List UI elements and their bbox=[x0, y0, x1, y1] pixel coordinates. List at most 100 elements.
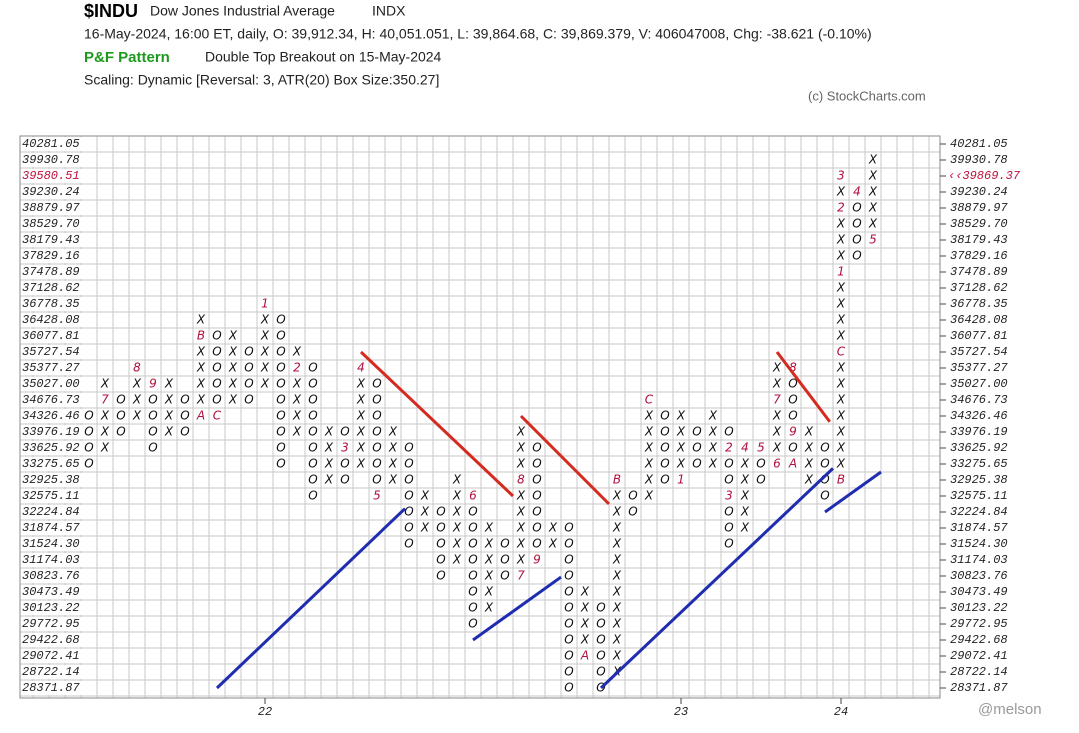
x-box: X bbox=[868, 169, 878, 183]
o-box: O bbox=[500, 553, 509, 567]
o-box: O bbox=[276, 425, 285, 439]
x-box: X bbox=[836, 441, 846, 455]
x-box: X bbox=[836, 377, 846, 391]
o-box: O bbox=[436, 569, 445, 583]
x-box: X bbox=[228, 329, 238, 343]
x-box: X bbox=[196, 393, 206, 407]
o-box: O bbox=[468, 585, 477, 599]
plot-frame bbox=[19, 135, 941, 699]
o-box: O bbox=[820, 457, 829, 471]
trend-line bbox=[824, 470, 882, 514]
y-label-bg bbox=[21, 649, 85, 663]
x-box: X bbox=[740, 505, 750, 519]
o-box: O bbox=[532, 441, 541, 455]
o-box: O bbox=[852, 233, 861, 247]
o-box: O bbox=[372, 457, 381, 471]
x-box: X bbox=[772, 361, 782, 375]
x-box: X bbox=[836, 185, 846, 199]
y-tick-label: 39230.24 bbox=[22, 185, 80, 199]
o-box: O bbox=[148, 425, 157, 439]
o-box: O bbox=[276, 457, 285, 471]
o-box: O bbox=[404, 537, 413, 551]
x-box: X bbox=[484, 553, 494, 567]
x-box: X bbox=[644, 425, 654, 439]
o-box: O bbox=[84, 457, 93, 471]
o-box: O bbox=[404, 457, 413, 471]
o-box: O bbox=[532, 457, 541, 471]
o-box: O bbox=[468, 601, 477, 615]
o-box: O bbox=[468, 569, 477, 583]
o-box: O bbox=[532, 505, 541, 519]
x-box: X bbox=[836, 425, 846, 439]
x-box: X bbox=[484, 585, 494, 599]
y-label-bg bbox=[21, 169, 85, 183]
x-box: X bbox=[868, 153, 878, 167]
y-label-bg bbox=[21, 153, 85, 167]
x-box: X bbox=[836, 393, 846, 407]
month-marker: 3 bbox=[837, 169, 845, 183]
x-box: X bbox=[356, 425, 366, 439]
x-box: X bbox=[324, 473, 334, 487]
x-box: X bbox=[516, 425, 526, 439]
month-marker: B bbox=[197, 329, 205, 343]
o-box: O bbox=[564, 553, 573, 567]
o-box: O bbox=[436, 505, 445, 519]
o-box: O bbox=[308, 377, 317, 391]
o-box: O bbox=[532, 489, 541, 503]
o-box: O bbox=[212, 329, 221, 343]
x-box: X bbox=[772, 409, 782, 423]
o-box: O bbox=[532, 537, 541, 551]
y-tick-label-right: 37478.89 bbox=[950, 265, 1008, 279]
month-marker: B bbox=[837, 473, 845, 487]
x-box: X bbox=[516, 457, 526, 471]
y-tick-label-right: 39930.78 bbox=[950, 153, 1008, 167]
o-box: O bbox=[724, 521, 733, 535]
scaling: Scaling: Dynamic [Reversal: 3, ATR(20) B… bbox=[84, 72, 439, 88]
trend-line bbox=[215, 507, 407, 690]
y-tick-label: 40281.05 bbox=[22, 137, 80, 151]
y-label-bg bbox=[21, 473, 85, 487]
o-box: O bbox=[660, 457, 669, 471]
y-label-bg bbox=[21, 409, 85, 423]
y-tick-label: 37478.89 bbox=[22, 265, 80, 279]
y-label-bg bbox=[21, 297, 85, 311]
x-box: X bbox=[804, 473, 814, 487]
x-tick-label: 22 bbox=[258, 705, 272, 719]
month-marker: A bbox=[580, 649, 589, 663]
x-box: X bbox=[420, 489, 430, 503]
x-box: X bbox=[260, 313, 270, 327]
o-box: O bbox=[500, 537, 509, 551]
x-box: X bbox=[292, 409, 302, 423]
o-box: O bbox=[404, 505, 413, 519]
month-marker: C bbox=[837, 345, 846, 359]
o-box: O bbox=[84, 425, 93, 439]
month-marker: 1 bbox=[261, 297, 269, 311]
o-box: O bbox=[148, 393, 157, 407]
o-box: O bbox=[212, 361, 221, 375]
o-box: O bbox=[564, 537, 573, 551]
y-label-bg bbox=[21, 345, 85, 359]
x-box: X bbox=[196, 377, 206, 391]
x-box: X bbox=[804, 425, 814, 439]
x-box: X bbox=[548, 537, 558, 551]
x-box: X bbox=[228, 345, 238, 359]
y-tick-label: 30473.49 bbox=[22, 585, 80, 599]
x-box: X bbox=[100, 425, 110, 439]
y-label-bg bbox=[21, 377, 85, 391]
y-tick-label: 36778.35 bbox=[22, 297, 80, 311]
month-marker: A bbox=[196, 409, 205, 423]
o-box: O bbox=[372, 441, 381, 455]
o-box: O bbox=[564, 649, 573, 663]
o-box: O bbox=[820, 441, 829, 455]
